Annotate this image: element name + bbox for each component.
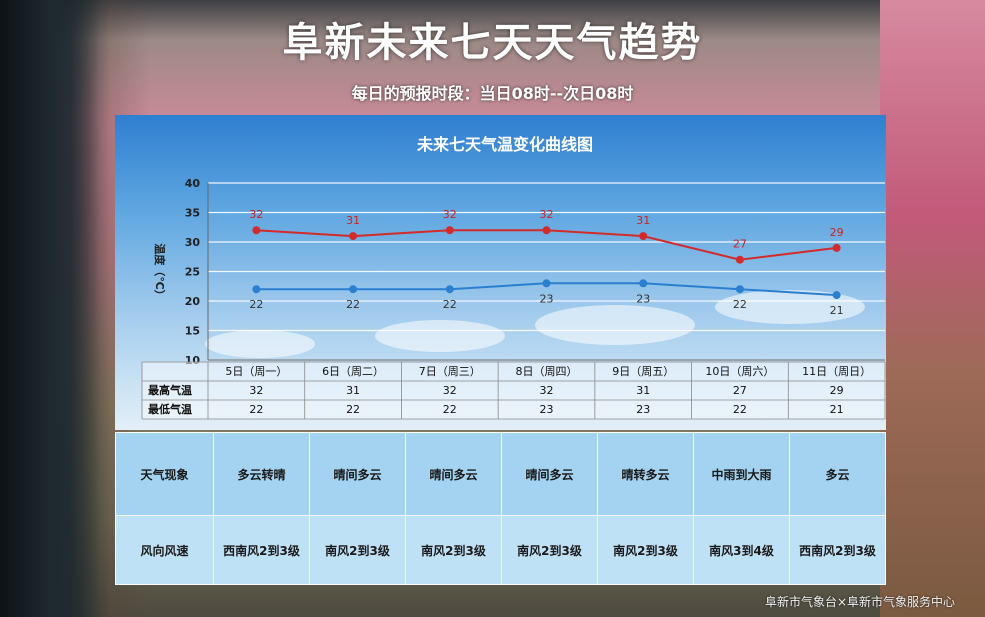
data-point (542, 279, 551, 288)
data-point (252, 226, 261, 235)
data-point (639, 279, 648, 288)
data-point (349, 232, 358, 241)
weather-cell: 晴间多云 (309, 432, 406, 516)
data-label: 21 (830, 304, 844, 317)
data-table-cell: 22 (346, 403, 360, 416)
weather-cell: 多云转晴 (213, 432, 310, 516)
x-tick-label: 6日（周二） (322, 365, 384, 378)
data-table-cell: 27 (733, 384, 747, 397)
weather-cell: 多云 (789, 432, 886, 516)
y-tick-label: 15 (185, 325, 200, 338)
data-label: 29 (830, 226, 844, 239)
y-tick-label: 35 (185, 207, 200, 220)
x-tick-label: 8日（周四） (516, 365, 578, 378)
data-table-cell: 32 (443, 384, 457, 397)
cloud-decoration (375, 320, 505, 352)
chart-title: 未来七天气温变化曲线图 (416, 135, 593, 154)
weather-cell: 中雨到大雨 (693, 432, 790, 516)
x-tick-label: 7日（周三） (419, 365, 481, 378)
data-label: 32 (540, 208, 554, 221)
data-label: 31 (346, 214, 360, 227)
data-label: 22 (733, 298, 747, 311)
cloud-decoration (205, 330, 315, 358)
data-table-cell: 32 (540, 384, 554, 397)
data-table-cell: 21 (830, 403, 844, 416)
weather-cell: 西南风2到3级 (213, 515, 310, 585)
background-right (880, 0, 985, 617)
data-label: 31 (636, 214, 650, 227)
data-point (445, 285, 454, 294)
background-frame (0, 0, 100, 617)
data-table-cell: 32 (249, 384, 263, 397)
page-title: 阜新未来七天天气趋势 (282, 20, 703, 66)
data-point (639, 232, 648, 241)
data-label: 22 (249, 298, 263, 311)
weather-cell: 西南风2到3级 (789, 515, 886, 585)
data-label: 32 (443, 208, 457, 221)
data-table-row-label: 最低气温 (148, 402, 192, 416)
weather-row-label: 风向风速 (115, 515, 214, 585)
x-tick-label: 10日（周六） (705, 365, 774, 378)
data-table-cell: 31 (636, 384, 650, 397)
data-table-cell: 22 (249, 403, 263, 416)
weather-cell: 南风2到3级 (597, 515, 694, 585)
data-point (349, 285, 358, 294)
weather-cell: 晴转多云 (597, 432, 694, 516)
y-axis-label: 温度（℃） (153, 243, 167, 300)
data-point (252, 285, 261, 294)
y-tick-label: 25 (185, 266, 200, 279)
weather-cell: 南风3到4级 (693, 515, 790, 585)
weather-table-row: 风向风速 西南风2到3级 南风2到3级 南风2到3级 南风2到3级 南风2到3级 南风3到4… (115, 515, 886, 585)
data-label: 22 (443, 298, 457, 311)
data-table-row-label: 最高气温 (148, 383, 192, 397)
data-label: 22 (346, 298, 360, 311)
data-point (735, 285, 744, 294)
data-point (735, 255, 744, 264)
data-table-bg (142, 362, 885, 419)
data-table-cell: 22 (733, 403, 747, 416)
y-tick-label: 40 (185, 177, 201, 190)
data-point (832, 243, 841, 252)
data-label: 32 (249, 208, 263, 221)
weather-table: 天气现象 多云转晴 晴间多云 晴间多云 晴间多云 晴转多云 中雨到大雨 多云 风向风速 西南风2到… (115, 432, 886, 585)
x-tick-label: 11日（周日） (802, 365, 871, 378)
weather-cell: 晴间多云 (405, 432, 502, 516)
x-tick-label: 5日（周一） (225, 365, 287, 378)
data-table-cell: 29 (830, 384, 844, 397)
weather-table-row: 天气现象 多云转晴 晴间多云 晴间多云 晴间多云 晴转多云 中雨到大雨 多云 (115, 432, 886, 516)
data-table-cell: 23 (540, 403, 554, 416)
data-label: 27 (733, 238, 747, 251)
page-subtitle: 每日的预报时段：当日08时--次日08时 (351, 84, 634, 103)
y-tick-label: 30 (185, 236, 201, 249)
data-point (832, 291, 841, 300)
data-table-cell: 23 (636, 403, 650, 416)
x-tick-label: 9日（周五） (612, 365, 674, 378)
data-label: 23 (540, 292, 554, 305)
data-point (542, 226, 551, 235)
weather-cell: 南风2到3级 (501, 515, 598, 585)
weather-cell: 南风2到3级 (309, 515, 406, 585)
weather-cell: 南风2到3级 (405, 515, 502, 585)
series-line-high (256, 229, 837, 261)
data-table-cell: 22 (443, 403, 457, 416)
data-point (445, 226, 454, 235)
y-tick-label: 20 (185, 295, 201, 308)
data-table-cell: 31 (346, 384, 360, 397)
weather-row-label: 天气现象 (115, 432, 214, 516)
cloud-decoration (535, 305, 695, 345)
data-label: 23 (636, 292, 650, 305)
footer-source: 阜新市气象台×阜新市气象服务中心 (764, 595, 955, 609)
weather-cell: 晴间多云 (501, 432, 598, 516)
